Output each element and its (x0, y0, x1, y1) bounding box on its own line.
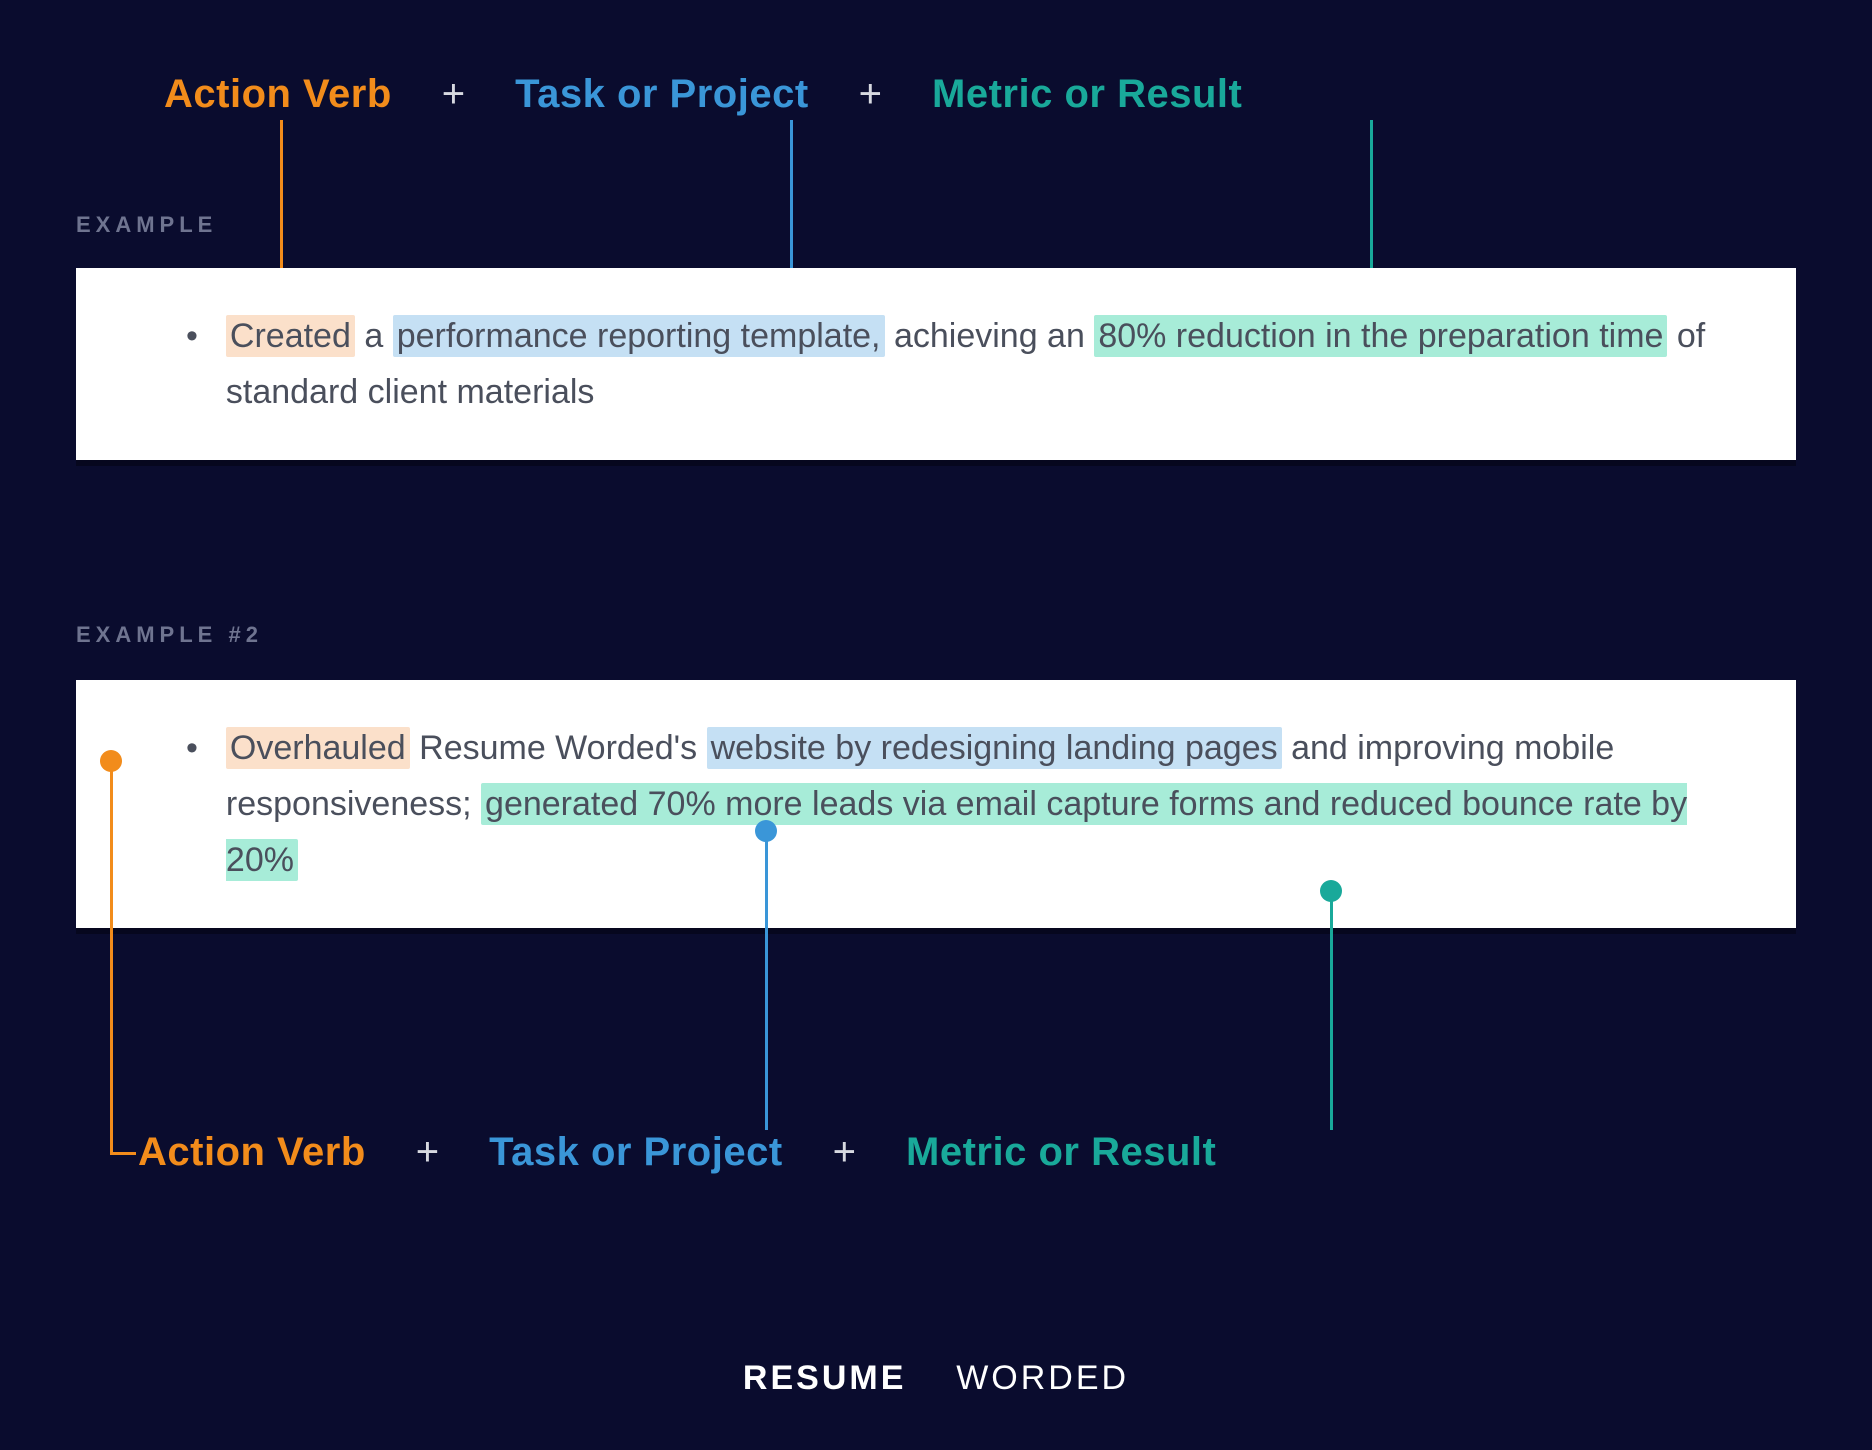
connector-line-blue (765, 830, 768, 1130)
infographic-canvas: Action Verb + Task or Project + Metric o… (0, 0, 1872, 1450)
formula-part-task: Task or Project (489, 1130, 783, 1175)
bullet-text: Created a performance reporting template… (226, 308, 1746, 420)
plus-sign: + (416, 1130, 439, 1175)
highlight-metric: 80% reduction in the preparation time (1094, 315, 1667, 357)
plus-sign: + (859, 72, 882, 117)
formula-part-action-verb: Action Verb (164, 72, 392, 117)
connector-line-teal (1330, 890, 1333, 1130)
text-segment: achieving an (885, 317, 1095, 355)
bullet-dot-icon: • (186, 720, 198, 776)
bullet-row: • Overhauled Resume Worded's website by … (186, 720, 1746, 888)
plus-sign: + (833, 1130, 856, 1175)
connector-line-orange (110, 760, 113, 1155)
bullet-row: • Created a performance reporting templa… (186, 308, 1746, 420)
footer-bold: RESUME (743, 1359, 906, 1397)
bullet-dot-icon: • (186, 308, 198, 364)
section-label-example-2: EXAMPLE #2 (76, 622, 263, 648)
text-segment: a (355, 317, 393, 355)
connector-line-orange-h (110, 1152, 136, 1155)
formula-part-metric: Metric or Result (906, 1130, 1216, 1175)
footer-brand: RESUME WORDED (0, 1359, 1872, 1398)
plus-sign: + (442, 72, 465, 117)
highlight-task: website by redesigning landing pages (707, 727, 1282, 769)
bullet-text: Overhauled Resume Worded's website by re… (226, 720, 1746, 888)
highlight-action-verb: Overhauled (226, 727, 410, 769)
example-card-2: • Overhauled Resume Worded's website by … (76, 680, 1796, 928)
formula-part-task: Task or Project (515, 72, 809, 117)
formula-part-action-verb: Action Verb (138, 1130, 366, 1175)
section-label-example-1: EXAMPLE (76, 212, 217, 238)
text-segment: Resume Worded's (410, 729, 707, 767)
example-card-1: • Created a performance reporting templa… (76, 268, 1796, 460)
footer-light: WORDED (956, 1359, 1129, 1397)
highlight-task: performance reporting template, (393, 315, 885, 357)
highlight-action-verb: Created (226, 315, 355, 357)
formula-bottom: Action Verb + Task or Project + Metric o… (138, 1130, 1216, 1175)
formula-part-metric: Metric or Result (932, 72, 1242, 117)
formula-top: Action Verb + Task or Project + Metric o… (164, 72, 1242, 117)
